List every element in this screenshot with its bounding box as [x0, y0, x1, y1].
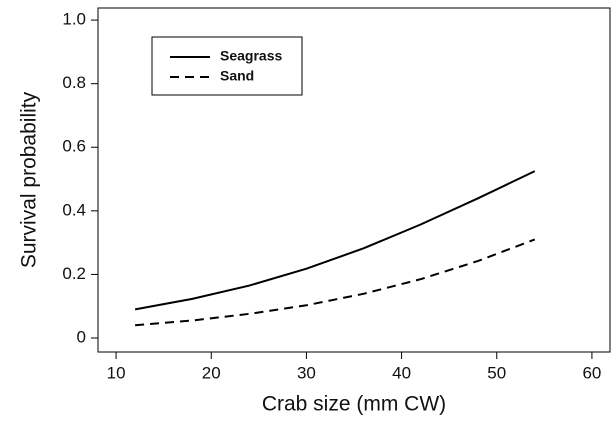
- y-tick-label: 1.0: [62, 10, 86, 29]
- plot-frame: [97, 7, 611, 353]
- y-tick-label: 0.4: [62, 200, 86, 219]
- series-line: [134, 170, 536, 311]
- y-tick-label: 0: [77, 327, 86, 346]
- x-tick-label: 40: [392, 363, 411, 382]
- x-tick-label: 20: [202, 363, 221, 382]
- legend-label: Seagrass: [220, 48, 282, 64]
- legend-box: [151, 36, 303, 96]
- y-tick-label: 0.6: [62, 137, 86, 156]
- legend-label: Sand: [220, 68, 254, 84]
- y-tick-label: 0.8: [62, 73, 86, 92]
- x-tick-label: 50: [487, 363, 506, 382]
- y-axis-label: Survival probability: [18, 91, 41, 268]
- x-tick-label: 10: [107, 363, 126, 382]
- series-line: [135, 238, 536, 327]
- y-tick-label: 0.2: [62, 264, 86, 283]
- x-tick-label: 60: [582, 363, 601, 382]
- x-tick-label: 30: [297, 363, 316, 382]
- x-axis-label: Crab size (mm CW): [262, 393, 446, 416]
